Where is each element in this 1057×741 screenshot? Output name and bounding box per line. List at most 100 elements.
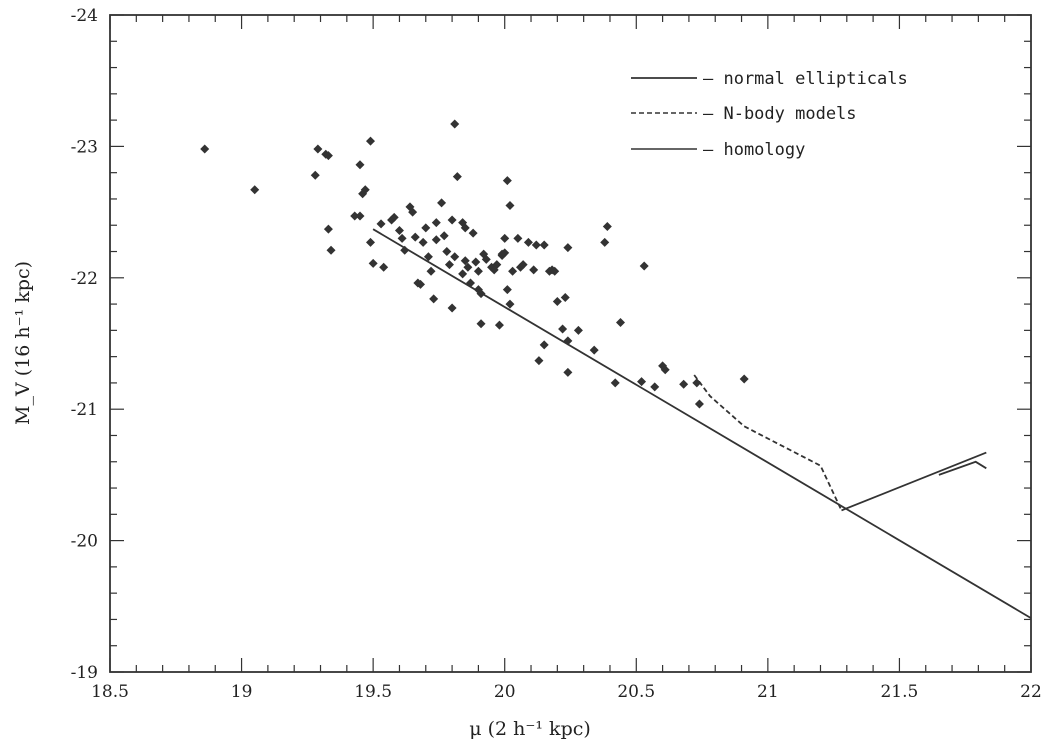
scatter-point <box>692 378 702 388</box>
scatter-point <box>468 228 478 238</box>
scatter-point <box>539 340 549 350</box>
x-tick-label: 21 <box>757 682 779 702</box>
scatter-point <box>450 119 460 129</box>
tick-labels: 18.5 19 19.5 20 20.5 21 21.5 22 -24 -23 -22 -21 -20 -… <box>71 6 1042 702</box>
y-axis-title: M_V (16 h⁻¹ kpc) <box>12 261 34 425</box>
scatter-point <box>500 233 510 243</box>
scatter-point <box>563 367 573 377</box>
scatter-point <box>473 266 483 276</box>
model-lines <box>372 228 1032 619</box>
scatter-point <box>481 254 491 264</box>
x-axis-title: μ (2 h⁻¹ kpc) <box>469 718 591 740</box>
scatter-point <box>421 223 431 233</box>
scatter-point <box>523 237 533 247</box>
scatter-point <box>463 262 473 272</box>
scatter-point <box>502 176 512 186</box>
scatter-point <box>494 320 504 330</box>
plot-frame <box>109 14 1032 673</box>
scatter-point <box>355 211 365 221</box>
scatter-point <box>508 266 518 276</box>
x-tick-label: 18.5 <box>91 682 129 702</box>
scatter-point <box>379 262 389 272</box>
scatter-point <box>360 185 370 195</box>
y-tick-label: -19 <box>71 663 98 683</box>
scatter-point <box>563 243 573 253</box>
scatter-point <box>437 198 447 208</box>
scatter-point <box>637 377 647 387</box>
scatter-point <box>505 201 515 211</box>
scatter-point <box>426 266 436 276</box>
scatter-point <box>660 365 670 375</box>
scatter-point <box>323 151 333 161</box>
x-tick-label: 21.5 <box>880 682 918 702</box>
scatter-point <box>694 399 704 409</box>
scatter-point <box>739 374 749 384</box>
y-tick-label: -24 <box>71 6 98 26</box>
scatter-point <box>529 265 539 275</box>
scatter-point <box>500 248 510 258</box>
scatter-point <box>310 170 320 180</box>
scatter-point <box>679 379 689 389</box>
scatter-point <box>518 260 528 270</box>
legend-label-n-body-models: – N-body models <box>703 104 857 124</box>
scatter-point <box>452 172 462 182</box>
scatter-point <box>444 260 454 270</box>
scatter-point <box>394 225 404 235</box>
x-tick-label: 20.5 <box>617 682 655 702</box>
scatter-point <box>479 249 489 259</box>
y-tick-label: -23 <box>71 137 98 157</box>
scatter-point <box>563 336 573 346</box>
x-tick-label: 22 <box>1020 682 1042 702</box>
scatter-point <box>250 185 260 195</box>
scatter-point <box>397 233 407 243</box>
scatter-point <box>447 215 457 225</box>
scatter-point <box>600 237 610 247</box>
x-tick-label: 19 <box>231 682 253 702</box>
scatter-point <box>355 160 365 170</box>
legend-label-homology: – homology <box>703 140 805 160</box>
scatter-point <box>650 382 660 392</box>
scatter-point <box>502 285 512 295</box>
scatter-point <box>429 294 439 304</box>
scatter-point <box>418 237 428 247</box>
scatter-point <box>431 218 441 228</box>
scatter-point <box>558 324 568 334</box>
scatter-point <box>323 224 333 234</box>
scatter-point <box>531 240 541 250</box>
scatter-point <box>476 289 486 299</box>
scatter-point <box>460 256 470 266</box>
x-tick-label: 19.5 <box>354 682 392 702</box>
scatter-point <box>505 299 515 309</box>
scatter-point <box>534 356 544 366</box>
scatter-point <box>471 257 481 267</box>
scatter-point <box>439 231 449 241</box>
scatter-point <box>466 278 476 288</box>
scatter-point <box>313 144 323 154</box>
scatter-point <box>513 233 523 243</box>
series-line-homology <box>841 451 987 512</box>
scatter-point <box>410 232 420 242</box>
scatter-point <box>408 207 418 217</box>
y-tick-label: -20 <box>71 532 98 552</box>
series-line-homology <box>938 460 987 476</box>
scatter-point <box>350 211 360 221</box>
scatter-point <box>610 378 620 388</box>
scatter-point <box>442 247 452 257</box>
scatter-point <box>560 293 570 303</box>
axis-ticks <box>109 14 1032 673</box>
y-tick-label: -22 <box>71 269 98 289</box>
scatter-point <box>552 296 562 306</box>
scatter-point <box>368 258 378 268</box>
scatter-point <box>573 325 583 335</box>
y-tick-label: -21 <box>71 400 98 420</box>
scatter-point <box>450 252 460 262</box>
scatter-point <box>416 279 426 289</box>
scatter-point <box>639 261 649 271</box>
scatter-point <box>460 223 470 233</box>
series-line-normal-ellipticals <box>372 228 1032 619</box>
x-tick-label: 20 <box>494 682 516 702</box>
scatter-point <box>423 252 433 262</box>
legend: – normal ellipticals – N-body models – h… <box>631 69 908 160</box>
scatter-point <box>200 144 210 154</box>
